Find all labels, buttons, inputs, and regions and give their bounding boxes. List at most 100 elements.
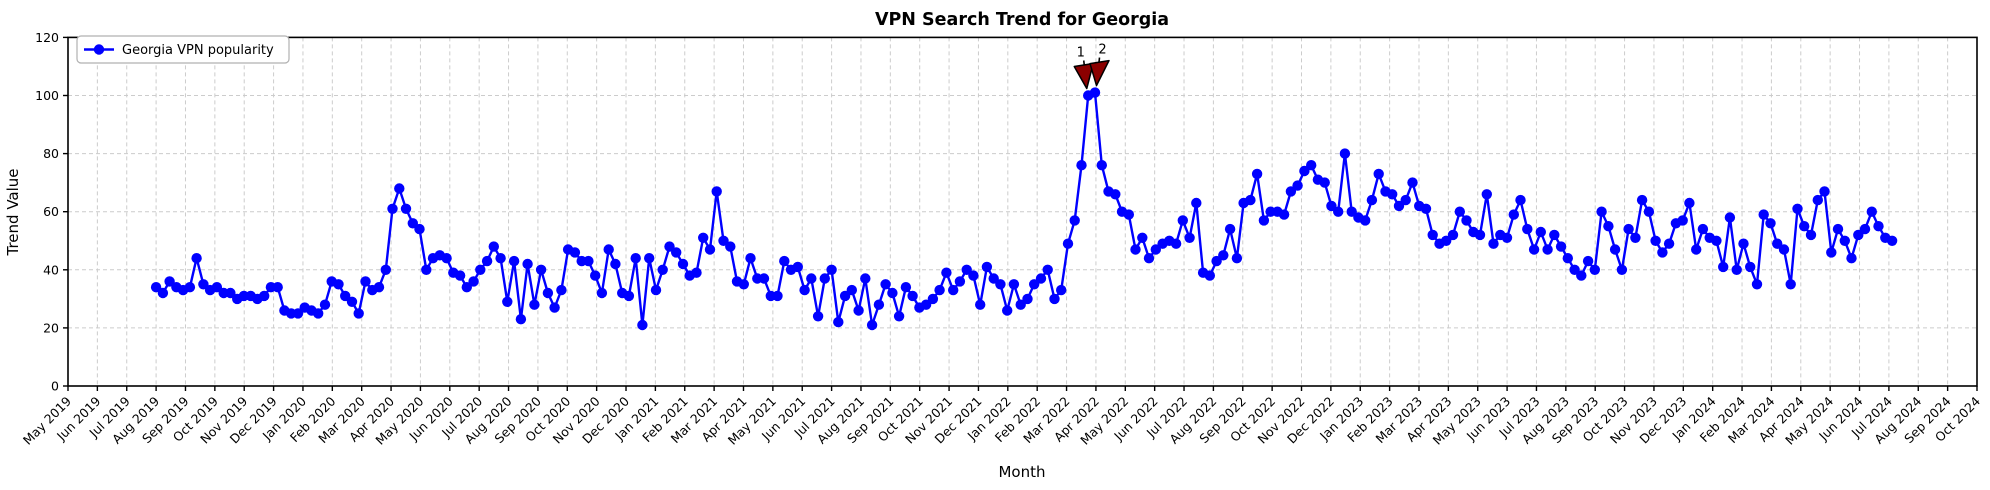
- data-point-marker: [806, 273, 817, 284]
- data-point-marker: [988, 273, 999, 284]
- y-tick-label: 20: [43, 320, 59, 335]
- y-tick-label: 0: [51, 379, 59, 394]
- data-point-marker: [1130, 244, 1141, 255]
- data-point-marker: [1346, 206, 1357, 217]
- data-point-marker: [812, 311, 824, 322]
- data-point-marker: [1002, 305, 1013, 316]
- data-point-marker: [1285, 186, 1297, 197]
- data-point-marker: [1008, 279, 1020, 290]
- x-axis-label: Month: [998, 463, 1045, 481]
- data-point-marker: [691, 267, 702, 278]
- data-point-marker: [150, 282, 162, 293]
- data-point-marker: [1029, 279, 1040, 290]
- data-point-marker: [1576, 270, 1587, 281]
- data-point-marker: [1420, 203, 1432, 214]
- data-point-marker: [1224, 223, 1236, 235]
- annotation-label-2: 2: [1098, 43, 1106, 58]
- data-point-marker: [1799, 221, 1810, 232]
- y-tick-label: 120: [35, 30, 59, 45]
- data-point-marker: [1049, 293, 1060, 305]
- data-point-marker: [1805, 229, 1817, 241]
- data-point-marker: [1481, 189, 1493, 200]
- data-point-marker: [1731, 264, 1742, 275]
- data-point-marker: [1299, 165, 1310, 177]
- data-point-marker: [1258, 215, 1270, 226]
- data-point-marker: [1751, 279, 1763, 290]
- data-point-marker: [319, 299, 331, 310]
- data-point-marker: [596, 287, 608, 299]
- data-point-marker: [1684, 197, 1695, 209]
- data-point-marker: [900, 282, 912, 293]
- data-point-marker: [920, 299, 932, 310]
- data-point-marker: [346, 296, 358, 307]
- data-point-marker: [1076, 160, 1087, 171]
- data-point-marker: [1508, 209, 1520, 220]
- data-point-marker: [711, 186, 722, 197]
- data-point-marker: [198, 279, 209, 290]
- legend-marker-icon: [93, 44, 105, 55]
- data-point-marker: [394, 183, 405, 194]
- y-tick-label: 60: [43, 204, 59, 219]
- y-tick-label: 100: [35, 88, 59, 103]
- data-point-marker: [1819, 186, 1830, 197]
- data-point-marker: [1758, 209, 1769, 220]
- data-point-marker: [1636, 194, 1648, 206]
- data-point-marker: [1204, 270, 1216, 281]
- data-point-marker: [441, 253, 452, 264]
- data-point-marker: [225, 287, 236, 299]
- data-point-marker: [1360, 215, 1371, 226]
- data-point-marker: [657, 264, 668, 275]
- data-point-marker: [1123, 209, 1135, 220]
- data-point-marker: [353, 308, 364, 319]
- data-point-marker: [569, 247, 581, 258]
- legend: Georgia VPN popularity: [76, 35, 290, 64]
- data-point-marker: [1278, 209, 1290, 220]
- data-point-marker: [826, 264, 837, 275]
- data-point-marker: [1657, 247, 1668, 258]
- data-point-marker: [758, 273, 770, 284]
- data-point-marker: [1623, 223, 1634, 235]
- data-point-marker: [1677, 215, 1688, 226]
- data-point-marker: [515, 314, 527, 325]
- data-point-marker: [866, 319, 878, 331]
- data-point-marker: [1191, 197, 1202, 209]
- data-point-marker: [1393, 200, 1405, 212]
- annotation-label-1: 1: [1077, 46, 1085, 61]
- data-point-marker: [549, 302, 560, 313]
- data-point-marker: [1326, 200, 1337, 212]
- data-point-marker: [529, 299, 540, 310]
- data-point-marker: [1522, 223, 1533, 235]
- data-point-marker: [1488, 238, 1499, 249]
- data-point-marker: [1015, 299, 1026, 310]
- data-point-marker: [502, 296, 513, 307]
- data-point-marker: [1366, 194, 1378, 206]
- data-point-marker: [772, 290, 783, 302]
- data-point-marker: [414, 223, 425, 235]
- data-point-marker: [698, 232, 709, 243]
- data-point-marker: [1454, 206, 1466, 217]
- data-point-marker: [1150, 244, 1162, 255]
- data-point-marker: [887, 287, 898, 299]
- data-point-marker: [495, 253, 506, 264]
- data-point-marker: [1630, 232, 1641, 243]
- data-point-marker: [1846, 253, 1857, 264]
- data-point-marker: [556, 284, 567, 296]
- data-point-marker: [1711, 235, 1722, 246]
- data-point-marker: [725, 241, 736, 252]
- data-point-marker: [1555, 241, 1567, 252]
- data-point-marker: [508, 255, 520, 267]
- data-point-marker: [1549, 229, 1560, 241]
- data-point-marker: [468, 276, 479, 287]
- data-point-marker: [1785, 279, 1796, 290]
- data-point-marker: [995, 279, 1006, 290]
- data-point-marker: [1697, 223, 1709, 235]
- data-point-marker: [1832, 223, 1844, 235]
- data-point-marker: [1474, 229, 1486, 241]
- data-point-marker: [360, 276, 371, 287]
- data-point-marker: [1170, 238, 1182, 249]
- data-point-marker: [1319, 177, 1330, 188]
- data-point-marker: [1535, 226, 1547, 238]
